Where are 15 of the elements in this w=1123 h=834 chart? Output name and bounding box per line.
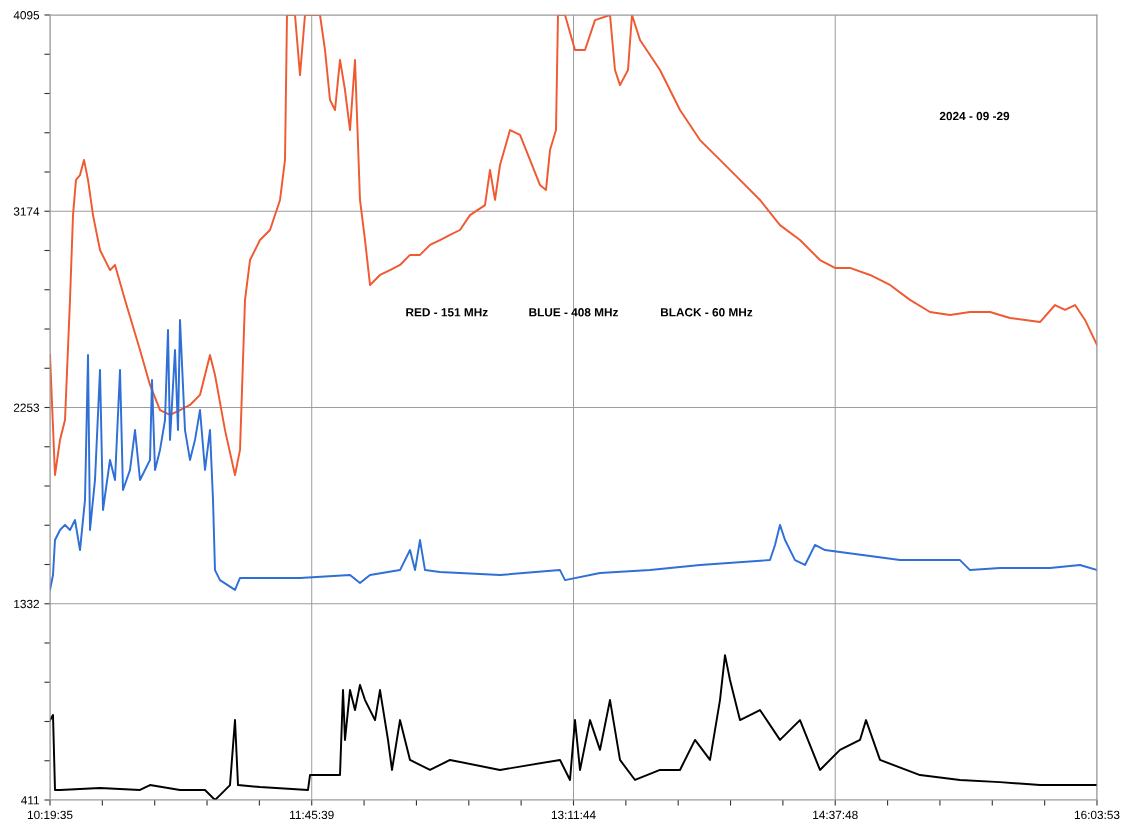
- x-tick-label: 16:03:53: [1074, 810, 1120, 820]
- annotation: RED - 151 MHz: [406, 308, 488, 317]
- y-tick-label: 411: [21, 796, 40, 805]
- y-tick-label: 2253: [13, 403, 40, 412]
- y-tick-label: 1332: [14, 599, 39, 609]
- line-series: [50, 318, 1097, 591]
- annotation: BLUE - 408 MHz: [529, 308, 619, 317]
- x-tick-label: 10:19:35: [27, 810, 73, 820]
- x-tick-label: 11:45:39: [290, 810, 334, 820]
- annotation: BLACK - 60 MHz: [661, 308, 753, 317]
- x-tick-label: 14:37:48: [813, 810, 858, 820]
- x-tick-label: 13:11:44: [551, 810, 596, 820]
- annotation: 2024 - 09 -29: [939, 111, 1010, 121]
- y-tick-label: 4095: [13, 11, 40, 20]
- y-tick-label: 3174: [13, 207, 40, 216]
